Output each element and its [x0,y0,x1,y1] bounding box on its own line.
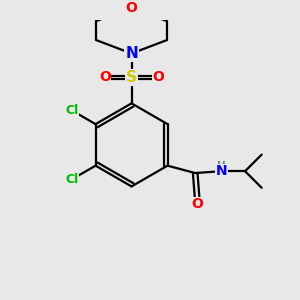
Text: Cl: Cl [65,173,78,186]
Text: O: O [126,1,137,15]
Text: S: S [126,70,137,85]
Text: Cl: Cl [65,104,78,117]
Text: N: N [125,46,138,61]
Text: O: O [191,197,203,212]
Text: O: O [152,70,164,85]
Text: O: O [99,70,111,85]
Text: H: H [217,161,225,171]
Text: N: N [215,164,227,178]
